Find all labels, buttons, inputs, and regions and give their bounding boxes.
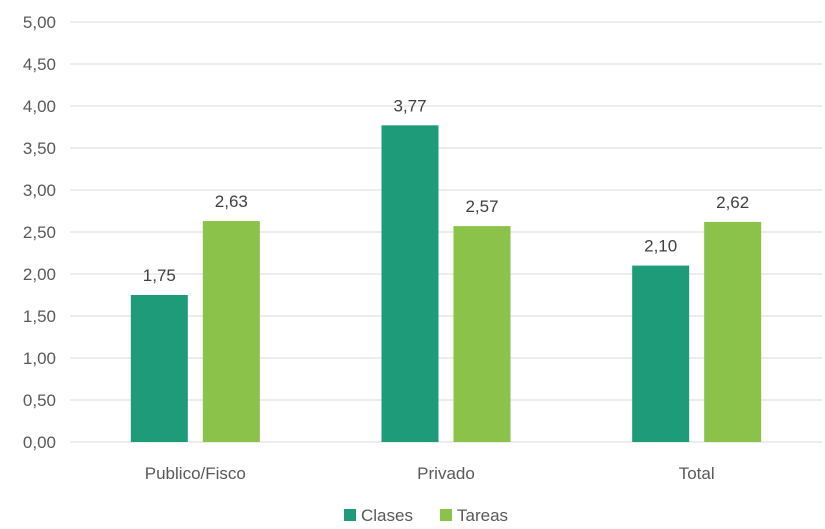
- bars: [130, 125, 762, 442]
- data-label: 2,10: [644, 237, 677, 256]
- legend-item: Clases: [344, 506, 413, 525]
- x-category-label: Publico/Fisco: [145, 464, 246, 483]
- x-category-label: Privado: [417, 464, 475, 483]
- data-label: 2,62: [716, 193, 749, 212]
- y-tick-label: 3,00: [23, 181, 56, 200]
- legend-swatch: [440, 509, 452, 521]
- bar-clases-1: [130, 295, 188, 442]
- bar-clases-3: [632, 265, 690, 442]
- data-label: 1,75: [143, 266, 176, 285]
- y-tick-label: 4,50: [23, 55, 56, 74]
- legend-swatch: [344, 509, 356, 521]
- bar-tareas-3: [704, 221, 762, 442]
- y-tick-label: 2,00: [23, 265, 56, 284]
- data-label: 2,63: [215, 192, 248, 211]
- y-tick-label: 1,00: [23, 349, 56, 368]
- y-tick-label: 5,00: [23, 13, 56, 32]
- data-labels: 1,75 2,63 3,77 2,57 2,10 2,62: [143, 96, 749, 285]
- y-tick-label: 2,50: [23, 223, 56, 242]
- y-tick-label: 1,50: [23, 307, 56, 326]
- bar-clases-2: [381, 125, 439, 442]
- y-tick-label: 4,00: [23, 97, 56, 116]
- gridlines: [70, 21, 822, 443]
- y-tick-label: 0,00: [23, 433, 56, 452]
- x-category-label: Total: [679, 464, 715, 483]
- legend-label: Tareas: [457, 506, 508, 525]
- bar-tareas-1: [202, 221, 260, 442]
- data-label: 2,57: [465, 197, 498, 216]
- y-tick-label: 0,50: [23, 391, 56, 410]
- legend: Clases Tareas: [344, 506, 508, 525]
- x-axis-categories: Publico/Fisco Privado Total: [145, 464, 715, 483]
- y-tick-label: 3,50: [23, 139, 56, 158]
- data-label: 3,77: [393, 96, 426, 115]
- legend-item: Tareas: [440, 506, 508, 525]
- y-axis-ticks: 0,00 0,50 1,00 1,50 2,00 2,50 3,00 3,50 4,00 4,50…: [23, 13, 56, 452]
- bar-tareas-2: [453, 226, 511, 442]
- legend-label: Clases: [361, 506, 413, 525]
